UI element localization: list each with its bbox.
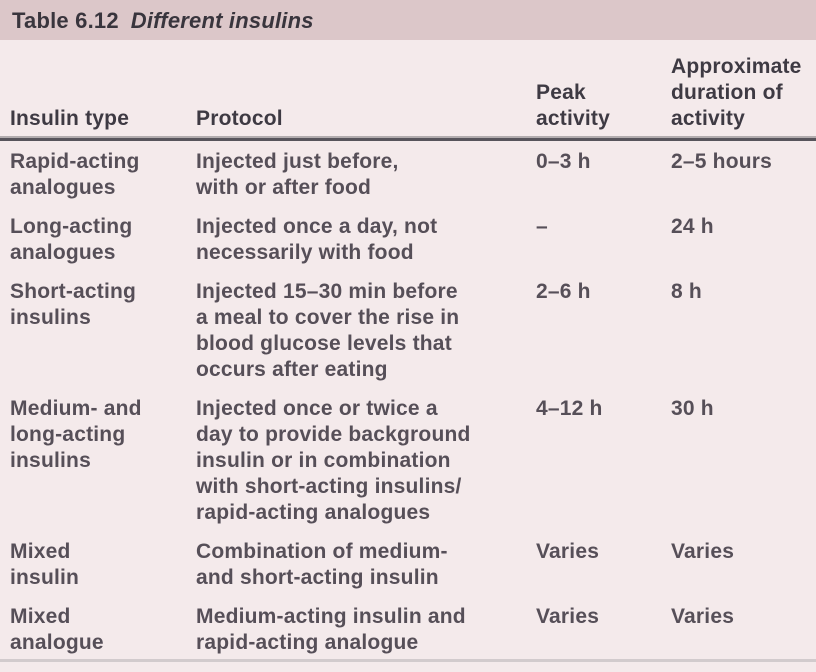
cell-duration: 24 h <box>671 215 714 238</box>
cell-duration: 2–5 hours <box>671 150 773 173</box>
table-rows: Rapid-acting analogues Injected just bef… <box>0 141 816 656</box>
column-header-insulin-type: Insulin type <box>10 107 130 130</box>
cell-protocol: Medium-acting insulin and rapid-acting a… <box>196 605 466 654</box>
cell-peak-activity: Varies <box>536 605 600 628</box>
cell-protocol: Injected once or twice a day to provide … <box>196 397 471 524</box>
column-header-peak-activity: Peak activity <box>536 81 610 130</box>
cell-duration: 30 h <box>671 397 714 420</box>
table-title: Different insulins <box>130 8 314 33</box>
table-caption-bar: Table 6.12 Different insulins <box>0 0 816 40</box>
cell-protocol: Injected 15–30 min before a meal to cove… <box>196 280 460 381</box>
header-divider <box>0 136 816 141</box>
table-number: Table 6.12 <box>12 8 119 33</box>
cell-protocol: Injected just before, with or after food <box>196 150 399 199</box>
cell-insulin-type: Short-acting insulins <box>10 280 137 329</box>
cell-peak-activity: 0–3 h <box>536 150 591 173</box>
cell-duration: Varies <box>671 540 735 563</box>
cell-insulin-type: Mixed insulin <box>10 540 80 589</box>
cell-insulin-type: Long-acting analogues <box>10 215 133 264</box>
bottom-divider <box>0 659 816 662</box>
cell-duration: Varies <box>671 605 735 628</box>
column-header-duration: Approximate duration of activity <box>671 55 802 130</box>
cell-peak-activity: Varies <box>536 540 600 563</box>
cell-protocol: Combination of medium- and short-acting … <box>196 540 448 589</box>
cell-insulin-type: Rapid-acting analogues <box>10 150 140 199</box>
cell-peak-activity: 2–6 h <box>536 280 591 303</box>
cell-peak-activity: – <box>536 215 548 238</box>
column-header-protocol: Protocol <box>196 107 283 130</box>
cell-insulin-type: Mixed analogue <box>10 605 104 654</box>
table-header-row: Insulin type Protocol Peak activity Appr… <box>0 40 816 136</box>
cell-protocol: Injected once a day, not necessarily wit… <box>196 215 438 264</box>
cell-duration: 8 h <box>671 280 702 303</box>
cell-peak-activity: 4–12 h <box>536 397 603 420</box>
insulin-table: Insulin type Protocol Peak activity Appr… <box>0 40 816 672</box>
cell-insulin-type: Medium- and long-acting insulins <box>10 397 142 472</box>
